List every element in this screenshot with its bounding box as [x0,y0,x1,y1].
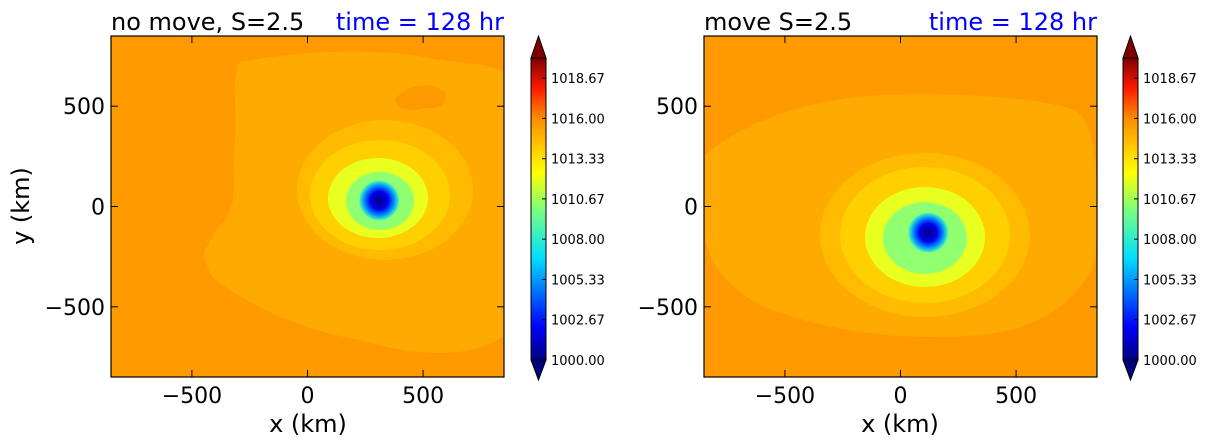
colorbar-tick-label: 1018.67 [551,72,605,87]
colorbar-ticks: 1000.00 1002.67 1005.33 1008.00 1010.67 1013.… [542,72,605,369]
x-tick-label: 0 [301,384,315,409]
colorbar-bar [1122,57,1139,361]
x-tick-label: 0 [894,384,908,409]
colorbar-top-arrow [1122,34,1139,59]
colorbar-tick-label: 1005.33 [1143,274,1197,289]
colorbar-tick-label: 1010.67 [551,193,605,208]
colorbar-bottom-arrow [530,359,547,382]
panel-left: no move, S=2.5 time = 128 hr −500 0 500 500… [7,8,605,438]
colorbar-tick-label: 1008.00 [1143,233,1197,248]
colorbar-bottom-arrow [1122,359,1139,382]
colorbar-tick-label: 1018.67 [1143,72,1197,87]
colorbar-tick-label: 1008.00 [551,233,605,248]
panel-left-xlabel: x (km) [269,410,347,438]
y-tick-label: 0 [684,196,698,221]
colorbar-tick-label: 1005.33 [551,274,605,289]
colorbar-tick-label: 1016.00 [551,112,605,127]
colorbar-tick-label: 1013.33 [551,153,605,168]
vortex-core [359,180,400,221]
vortex-core [908,212,949,253]
y-tick-label: −500 [45,296,105,321]
colorbar-tick-label: 1002.67 [1143,314,1197,329]
colorbar-tick-label: 1002.67 [551,314,605,329]
colorbar-tick-label: 1013.33 [1143,153,1197,168]
colorbar-tick-label: 1010.67 [1143,193,1197,208]
colorbar-tick-label: 1016.00 [1143,112,1197,127]
panel-left-time: time = 128 hr [336,8,504,36]
y-tick-label: 500 [63,95,105,120]
x-tick-label: 500 [402,384,444,409]
panel-right-colorbar: 1000.00 1002.67 1005.33 1008.00 1010.67 1013.… [1122,34,1197,382]
field-hole [395,85,447,110]
panel-left-title: no move, S=2.5 [111,8,304,36]
panel-right-field [704,36,1097,377]
field-blob [203,241,239,270]
y-tick-label: 500 [656,95,698,120]
panel-right-xlabel: x (km) [861,410,939,438]
panel-right-time: time = 128 hr [929,8,1097,36]
x-tick-label: 500 [995,384,1037,409]
colorbar-tick-label: 1000.00 [1143,354,1197,369]
panel-left-axes: −500 0 500 500 0 −500 [45,36,504,409]
x-tick-label: −500 [162,384,222,409]
panel-left-colorbar: 1000.00 1002.67 1005.33 1008.00 1010.67 1013.… [530,34,605,382]
panel-left-field [111,36,504,377]
colorbar-bar [530,57,547,361]
colorbar-ticks: 1000.00 1002.67 1005.33 1008.00 1010.67 1013.… [1134,72,1197,369]
panel-right: move S=2.5 time = 128 hr −500 0 5005000−50… [638,8,1197,438]
panel-right-axes: −500 0 500 500 0 −500 [638,36,1097,409]
colorbar-tick-label: 1000.00 [551,354,605,369]
panel-left-ylabel: y (km) [7,167,35,245]
y-tick-label: 0 [91,196,105,221]
panel-right-title: move S=2.5 [704,8,852,36]
x-tick-label: −500 [755,384,815,409]
colorbar-top-arrow [530,34,547,59]
y-tick-label: −500 [638,296,698,321]
